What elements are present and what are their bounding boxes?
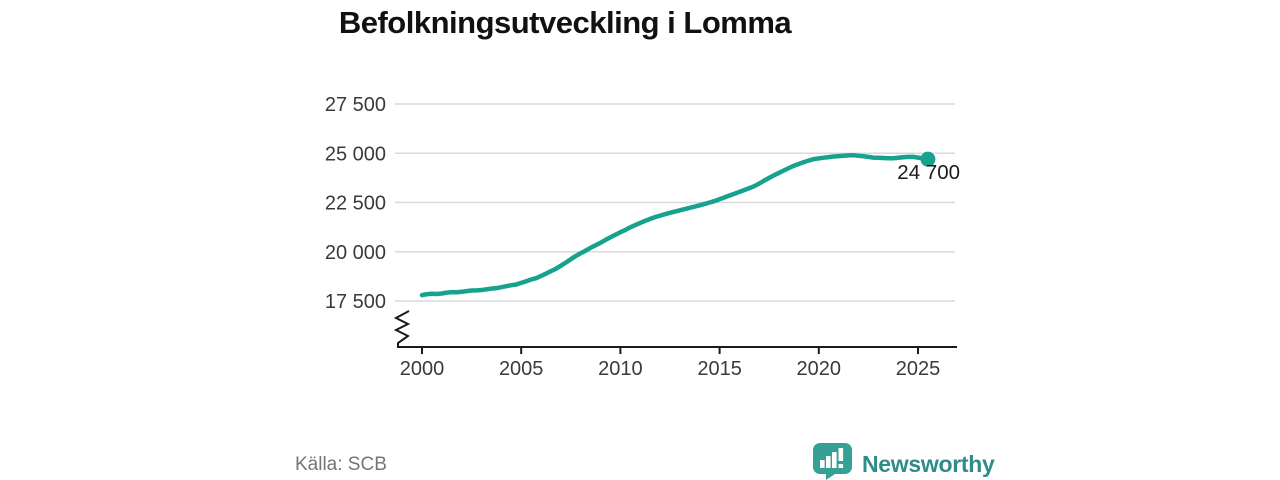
newsworthy-speech-bubble-chart-icon [812,443,853,480]
y-axis-tick-label: 20 000 [325,242,386,264]
y-axis-tick-label: 25 000 [325,143,386,165]
newsworthy-wordmark: Newsworthy [862,450,995,477]
x-axis-tick-label: 2000 [400,358,445,380]
source-note: Källa: SCB [295,454,387,475]
x-axis-tick-label: 2010 [598,358,643,380]
x-axis-tick-label: 2005 [499,358,544,380]
x-axis-tick-label: 2025 [896,358,941,380]
y-axis-tick-label: 17 500 [325,291,386,313]
y-axis-tick-label: 22 500 [325,193,386,215]
end-point-marker [920,151,936,167]
axis-break-icon [393,310,411,347]
population-line [419,152,931,298]
newsworthy-logo: Newsworthy [812,443,995,480]
x-axis-tick-label: 2020 [797,358,842,380]
x-axis-tick-label: 2015 [697,358,742,380]
y-axis-tick-label: 27 500 [325,94,386,116]
chart-title: Befolkningsutveckling i Lomma [338,5,792,40]
end-value-label: 24 700 [897,161,960,184]
